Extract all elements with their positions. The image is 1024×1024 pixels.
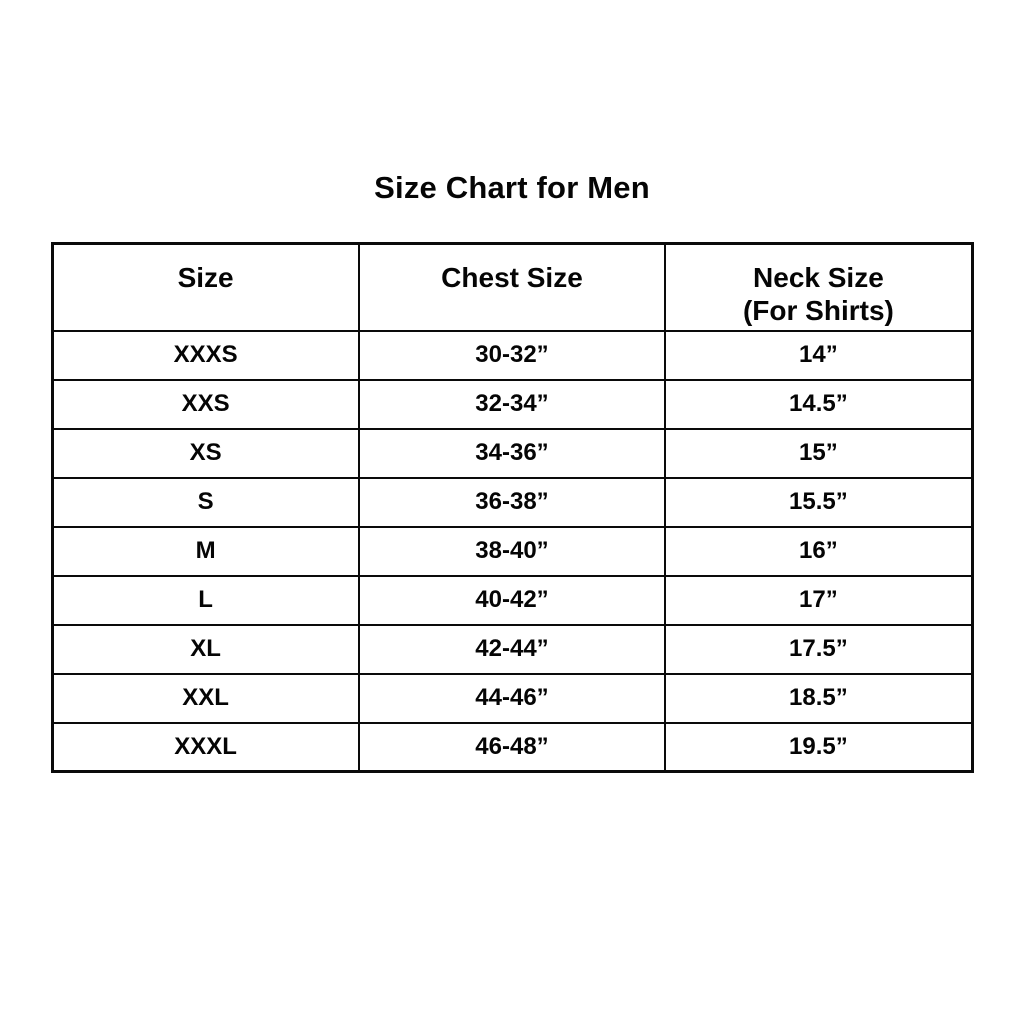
chest-size-cell: 42-44” [357,623,667,675]
neck-size-cell: 17” [664,574,973,626]
size-cell: XS [51,427,360,479]
neck-size-cell: 17.5” [664,623,973,675]
size-cell: XXL [51,672,360,724]
size-cell: M [51,525,360,577]
column-header-chest-size: Chest Size [357,242,667,332]
chest-size-cell: 40-42” [357,574,667,626]
neck-size-cell: 16” [664,525,973,577]
table-row-xxxl: XXXL 46-48” 19.5” [51,721,973,773]
neck-size-cell: 15.5” [664,476,973,528]
chest-size-cell: 30-32” [357,329,667,381]
chest-size-cell: 38-40” [357,525,667,577]
table-row-m: M 38-40” 16” [51,525,973,577]
chest-size-cell: 34-36” [357,427,667,479]
page-title: Size Chart for Men [374,170,650,205]
column-header-neck-size: Neck Size (For Shirts) [664,242,973,332]
chest-size-cell: 36-38” [357,476,667,528]
chest-size-cell: 32-34” [357,378,667,430]
column-header-neck-size-sublabel: (For Shirts) [742,295,894,327]
table-row-s: S 36-38” 15.5” [51,476,973,528]
column-header-neck-size-label: Neck Size [753,262,884,293]
table-header-row: Size Chest Size Neck Size (For Shirts) [51,242,973,332]
size-cell: XXXL [51,721,360,773]
neck-size-cell: 14.5” [664,378,973,430]
table-row-l: L 40-42” 17” [51,574,973,626]
size-cell: XXXS [51,329,360,381]
neck-size-cell: 15” [664,427,973,479]
neck-size-cell: 19.5” [664,721,973,773]
table-row-xxl: XXL 44-46” 18.5” [51,672,973,724]
size-cell: XXS [51,378,360,430]
size-cell: XL [51,623,360,675]
size-cell: S [51,476,360,528]
neck-size-cell: 18.5” [664,672,973,724]
column-header-chest-size-label: Chest Size [441,262,583,293]
size-chart-table: Size Chest Size Neck Size (For Shirts) X… [50,242,974,773]
table-row-xxs: XXS 32-34” 14.5” [51,378,973,430]
chest-size-cell: 46-48” [357,721,667,773]
table-row-xs: XS 34-36” 15” [51,427,973,479]
chest-size-cell: 44-46” [357,672,667,724]
neck-size-cell: 14” [664,329,973,381]
size-cell: L [51,574,360,626]
table-row-xxxs: XXXS 30-32” 14” [51,329,973,381]
column-header-size: Size [51,242,360,332]
column-header-size-label: Size [177,262,234,293]
table-row-xl: XL 42-44” 17.5” [51,623,973,675]
